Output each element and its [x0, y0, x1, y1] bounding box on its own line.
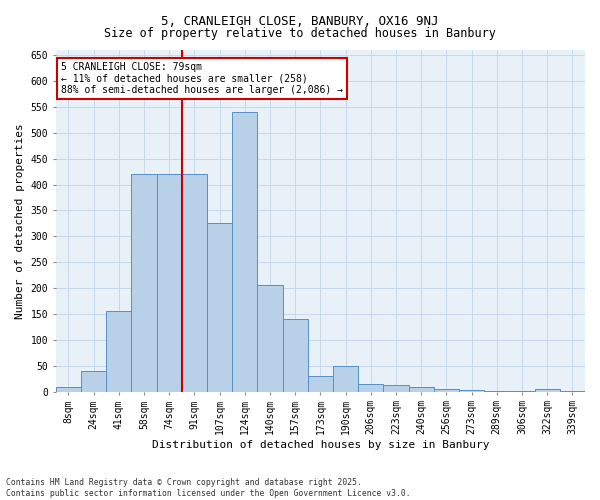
Bar — [459, 390, 484, 392]
Text: 5 CRANLEIGH CLOSE: 79sqm
← 11% of detached houses are smaller (258)
88% of semi-: 5 CRANLEIGH CLOSE: 79sqm ← 11% of detach… — [61, 62, 343, 95]
Bar — [207, 224, 232, 392]
Bar — [232, 112, 257, 392]
Bar — [409, 388, 434, 392]
Bar — [484, 390, 509, 392]
Bar — [535, 389, 560, 392]
Bar — [81, 371, 106, 392]
Bar — [560, 390, 585, 392]
Bar — [182, 174, 207, 392]
Text: 5, CRANLEIGH CLOSE, BANBURY, OX16 9NJ: 5, CRANLEIGH CLOSE, BANBURY, OX16 9NJ — [161, 15, 439, 28]
Text: Contains HM Land Registry data © Crown copyright and database right 2025.
Contai: Contains HM Land Registry data © Crown c… — [6, 478, 410, 498]
Bar — [434, 389, 459, 392]
Bar — [333, 366, 358, 392]
Bar — [283, 319, 308, 392]
Bar — [131, 174, 157, 392]
Bar — [308, 376, 333, 392]
Bar — [157, 174, 182, 392]
Bar — [383, 385, 409, 392]
Bar — [257, 286, 283, 392]
Text: Size of property relative to detached houses in Banbury: Size of property relative to detached ho… — [104, 28, 496, 40]
Bar — [56, 388, 81, 392]
Bar — [106, 312, 131, 392]
X-axis label: Distribution of detached houses by size in Banbury: Distribution of detached houses by size … — [152, 440, 489, 450]
Bar — [509, 391, 535, 392]
Y-axis label: Number of detached properties: Number of detached properties — [15, 123, 25, 318]
Bar — [358, 384, 383, 392]
